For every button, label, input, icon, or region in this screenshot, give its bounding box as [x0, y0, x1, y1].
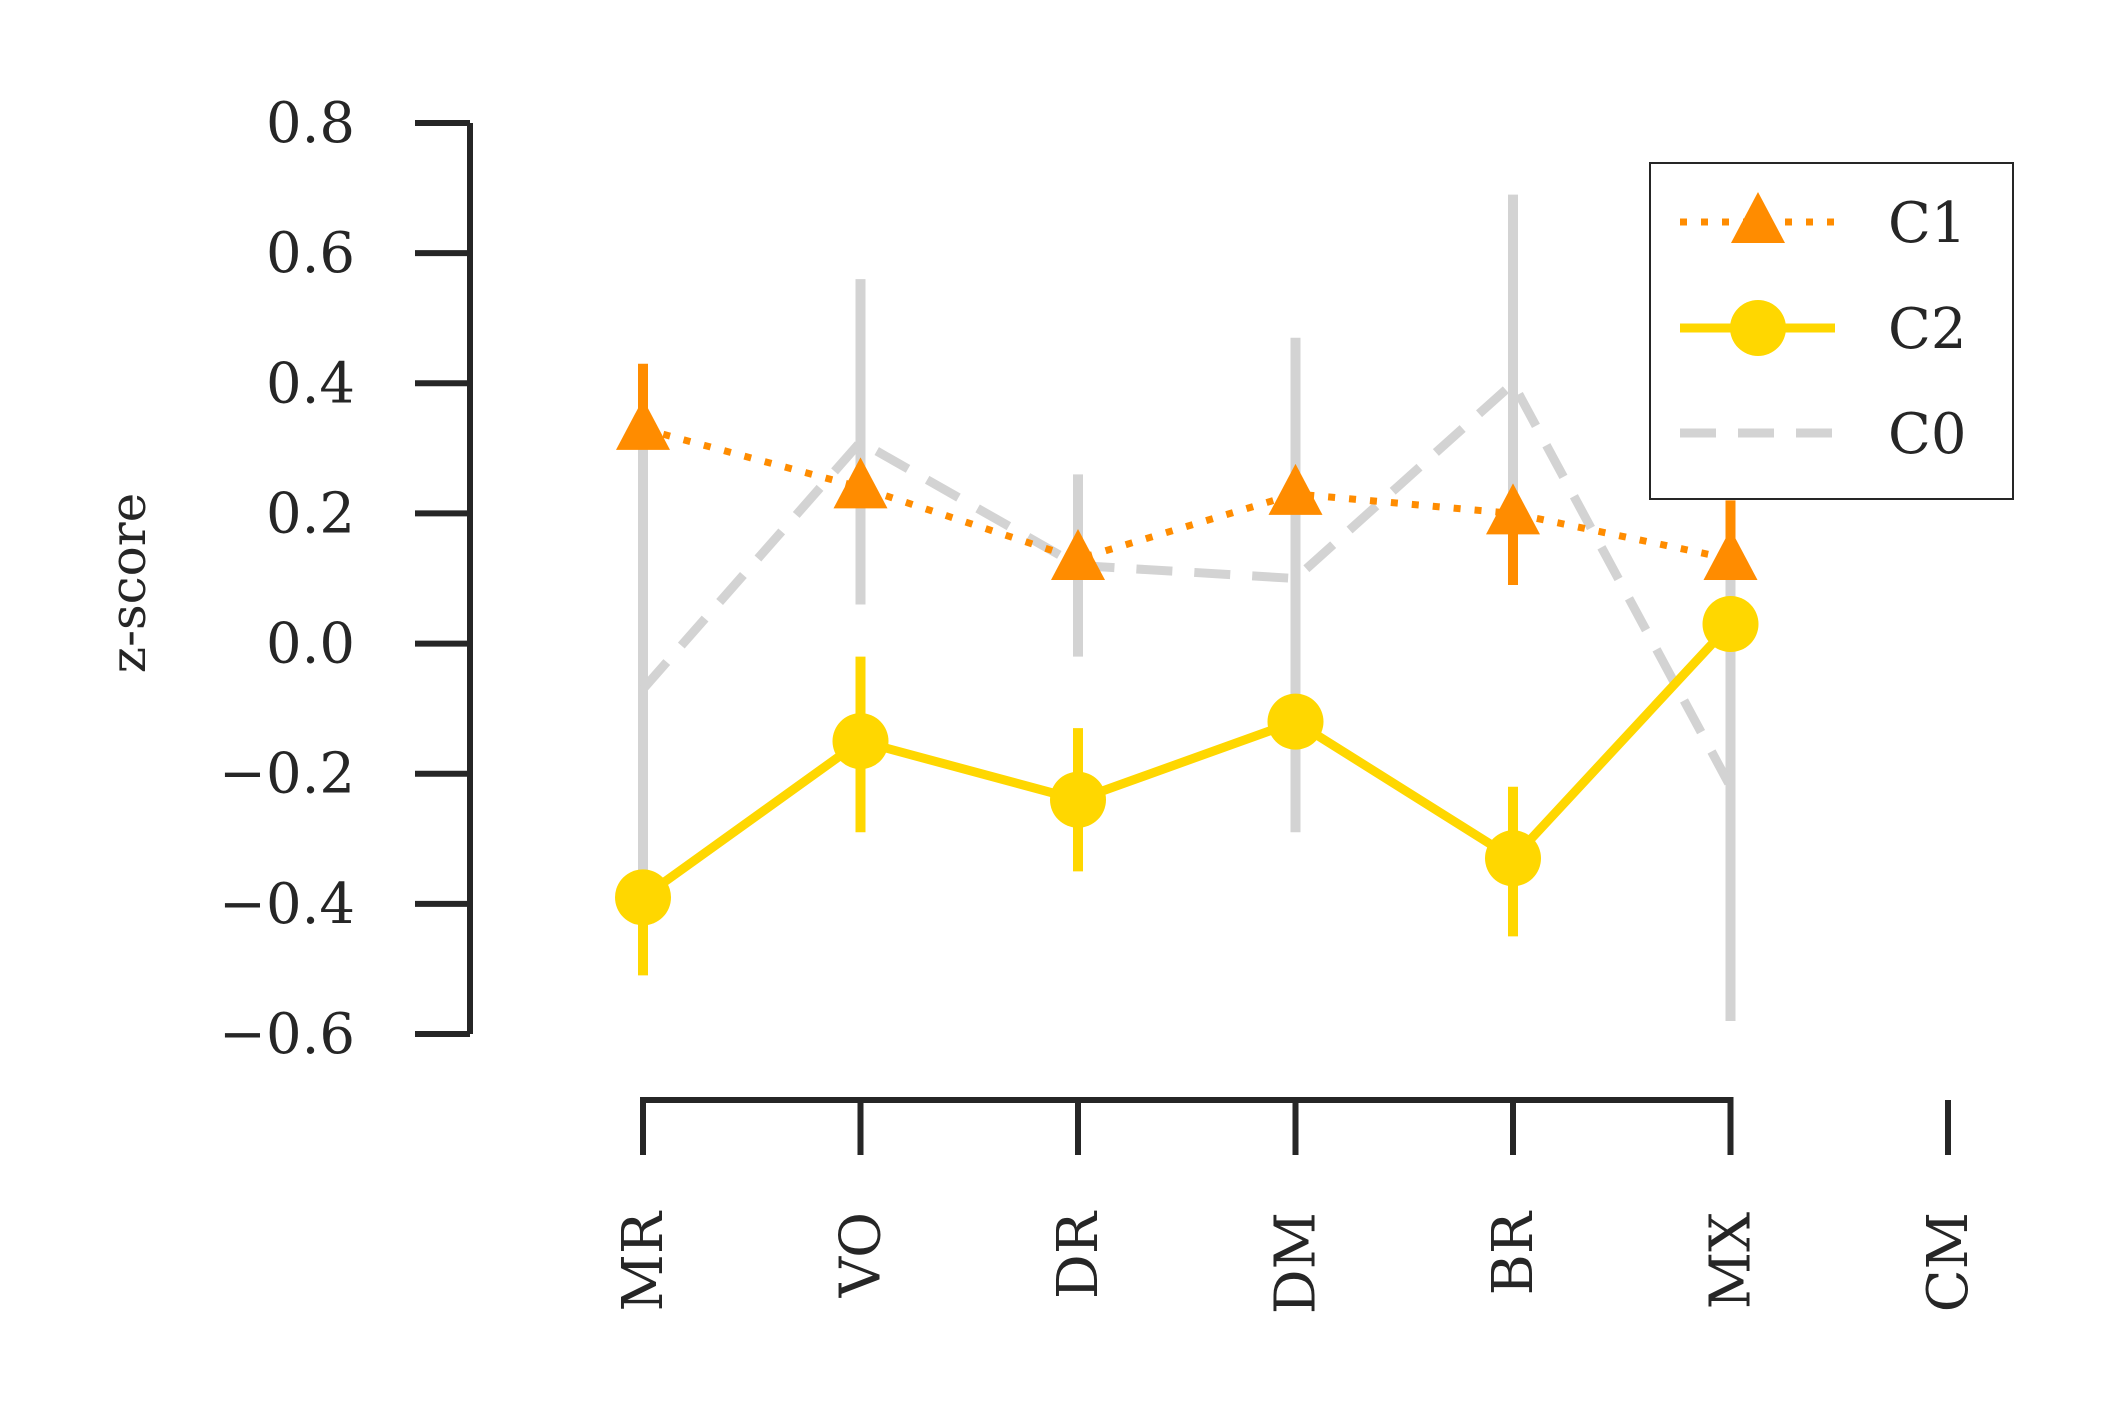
y-tick-label: −0.6	[219, 1002, 355, 1067]
plot-area	[615, 194, 1759, 1021]
x-tick-label: BR	[1481, 1210, 1546, 1295]
data-point-C1	[1703, 528, 1758, 580]
data-point-C1	[616, 398, 670, 450]
data-point-C1	[1051, 528, 1105, 580]
data-point-C1	[1268, 463, 1323, 515]
y-tick-label: 0.2	[266, 481, 355, 546]
legend-marker-C1	[1731, 192, 1785, 243]
y-axis: −0.6 −0.4 −0.2 0.0 0.2 0.4 0.6 0.8	[219, 91, 473, 1067]
x-axis: MR VO DR DM BR MX CM	[611, 1097, 1981, 1314]
data-point-C2	[832, 713, 889, 770]
series-line-C0	[639, 378, 1735, 789]
series-C2	[615, 596, 1759, 976]
x-tick-label: DR	[1046, 1210, 1111, 1299]
y-tick-label: −0.2	[219, 742, 355, 807]
x-tick-label: DM	[1264, 1212, 1329, 1314]
y-axis-label: z-score	[99, 493, 157, 674]
series-line-C2	[640, 620, 1734, 902]
x-tick-label: CM	[1916, 1212, 1981, 1312]
y-tick-label: 0.4	[266, 351, 355, 416]
x-tick-label: MX	[1699, 1212, 1764, 1309]
legend-label-C1: C1	[1888, 191, 1966, 256]
series-line-C1	[642, 425, 1732, 563]
x-tick-label: MR	[611, 1210, 676, 1311]
legend-label-C2: C2	[1888, 297, 1966, 362]
legend: C1 C2 C0	[1649, 162, 2014, 500]
y-tick-label: 0.0	[266, 612, 355, 677]
y-tick-label: −0.4	[219, 872, 355, 937]
data-point-C2	[1485, 830, 1541, 887]
legend-label-C0: C0	[1888, 402, 1966, 467]
data-point-C2	[1050, 771, 1106, 828]
x-tick-label: VO	[829, 1212, 894, 1298]
data-point-C1	[1486, 483, 1540, 535]
series-C1	[616, 363, 1758, 586]
data-point-C2	[615, 869, 671, 926]
legend-marker-C2	[1730, 300, 1786, 356]
data-point-C2	[1267, 693, 1324, 750]
data-point-C1	[833, 457, 888, 509]
data-point-C2	[1702, 596, 1759, 653]
y-tick-label: 0.8	[266, 91, 355, 156]
y-tick-label: 0.6	[266, 221, 355, 286]
